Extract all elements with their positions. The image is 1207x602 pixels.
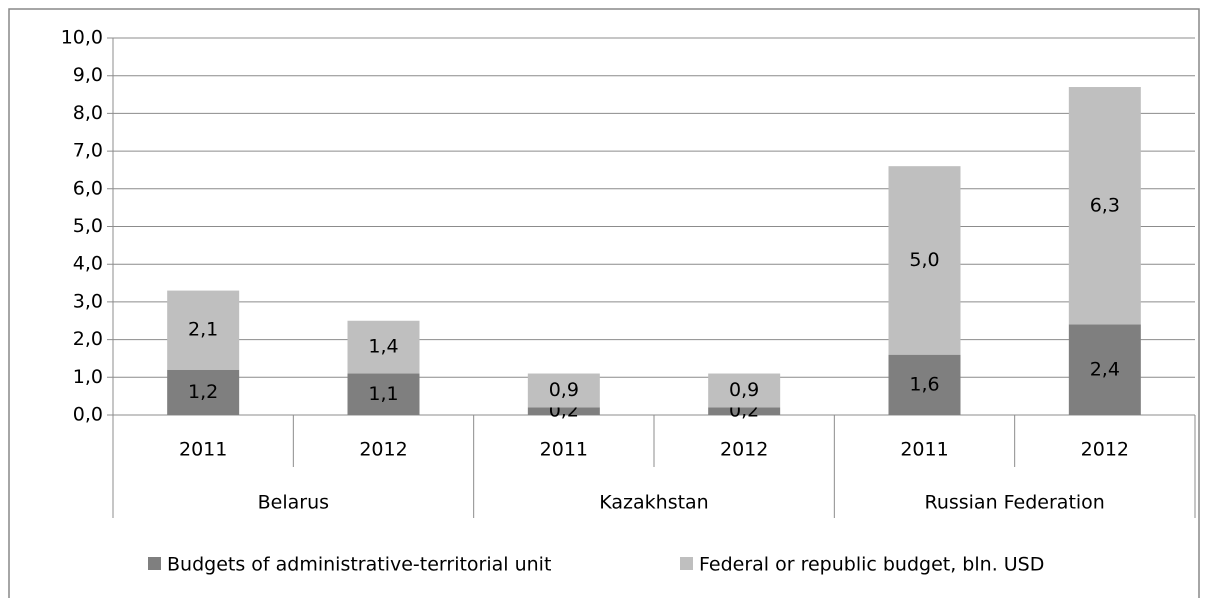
y-tick-label: 10,0 (61, 27, 103, 49)
y-tick-label: 5,0 (73, 215, 103, 237)
data-label: 1,6 (909, 373, 939, 395)
group-label: Belarus (258, 492, 329, 514)
x-tick-label: 2011 (900, 439, 948, 461)
y-tick-label: 4,0 (73, 253, 103, 275)
group-label: Russian Federation (924, 492, 1104, 514)
y-tick-label: 6,0 (73, 177, 103, 199)
data-label: 0,9 (729, 379, 759, 401)
legend-label: Federal or republic budget, bln. USD (699, 554, 1044, 576)
y-tick-label: 8,0 (73, 102, 103, 124)
group-label: Kazakhstan (599, 492, 708, 514)
bar-segment (1068, 324, 1141, 415)
legend-swatch (148, 557, 161, 570)
x-tick-label: 2011 (540, 439, 588, 461)
data-label: 5,0 (909, 249, 939, 271)
y-tick-label: 2,0 (73, 328, 103, 350)
bar-segment (888, 354, 961, 415)
legend-label: Budgets of administrative-territorial un… (167, 554, 551, 576)
data-label: 1,2 (188, 381, 218, 403)
x-tick-label: 2011 (179, 439, 227, 461)
bar-segment (708, 373, 781, 408)
bar-segment (527, 407, 600, 415)
y-tick-label: 0,0 (73, 404, 103, 426)
y-tick-label: 1,0 (73, 366, 103, 388)
y-tick-label: 7,0 (73, 140, 103, 162)
bar-segment (167, 369, 240, 415)
x-tick-label: 2012 (720, 439, 768, 461)
data-label: 2,1 (188, 319, 218, 341)
bar-segment (1068, 87, 1141, 325)
bar-segment (527, 373, 600, 408)
data-label: 6,3 (1090, 194, 1120, 216)
data-label: 1,1 (368, 383, 398, 405)
data-label: 0,9 (549, 379, 579, 401)
bar-segment (888, 166, 961, 355)
y-tick-label: 9,0 (73, 64, 103, 86)
bar-segment (347, 320, 420, 374)
data-label: 2,4 (1090, 358, 1120, 380)
x-tick-label: 2012 (359, 439, 407, 461)
y-tick-label: 3,0 (73, 290, 103, 312)
bar-segment (708, 407, 781, 415)
bar-segment (347, 373, 420, 415)
legend-swatch (680, 557, 693, 570)
x-tick-label: 2012 (1081, 439, 1129, 461)
data-label: 1,4 (368, 336, 398, 358)
bar-segment (167, 290, 240, 370)
